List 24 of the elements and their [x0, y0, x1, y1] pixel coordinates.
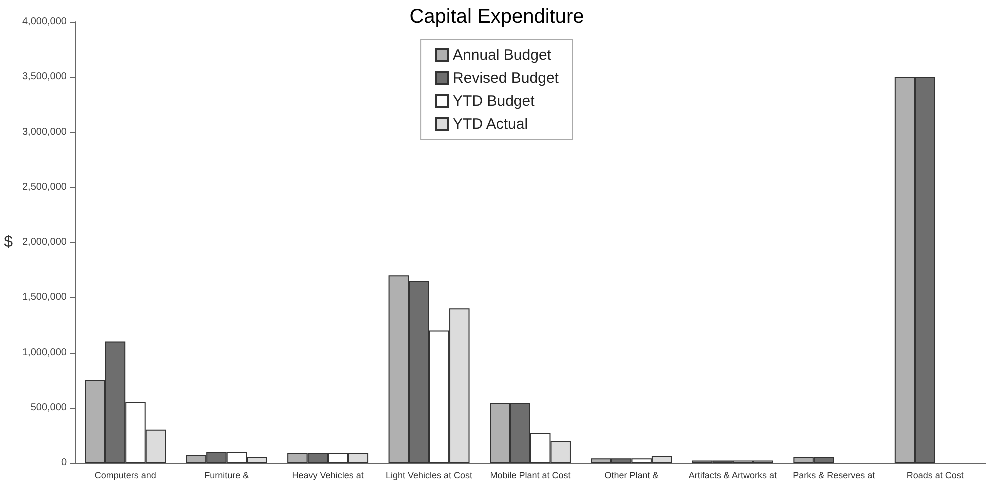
y-tick-label: 2,500,000	[22, 182, 68, 193]
y-tick-label: 2,000,000	[22, 237, 68, 248]
y-tick-label: 500,000	[30, 402, 68, 414]
y-tick-label: 0	[61, 458, 68, 468]
x-tick-label: Furniture &	[204, 470, 250, 480]
chart-title: Capital Expenditure	[410, 6, 584, 28]
y-tick-label: 3,500,000	[22, 72, 68, 83]
legend-label: Revised Budget	[453, 70, 560, 87]
x-tick-label: Heavy Vehicles at	[292, 470, 364, 480]
y-tick-label: 4,000,000	[22, 16, 68, 28]
x-tick-label: Computers and	[94, 470, 156, 480]
x-tick-label: Light Vehicles at Cost	[386, 470, 474, 480]
y-axis-title: $	[4, 234, 14, 251]
x-tick-label: Artifacts & Artworks at	[688, 470, 778, 480]
legend-label: Annual Budget	[453, 47, 552, 64]
y-tick-label: 1,000,000	[22, 347, 68, 358]
x-tick-label: Parks & Reserves at	[793, 470, 876, 480]
legend-label: YTD Budget	[453, 93, 536, 110]
x-tick-label: Roads at Cost	[906, 470, 964, 480]
y-tick-label: 3,000,000	[22, 126, 68, 138]
legend-label: YTD Actual	[453, 116, 528, 133]
y-tick-label: 1,500,000	[22, 292, 68, 304]
x-tick-label: Mobile Plant at Cost	[490, 470, 572, 480]
x-tick-label: Other Plant &	[604, 470, 659, 480]
